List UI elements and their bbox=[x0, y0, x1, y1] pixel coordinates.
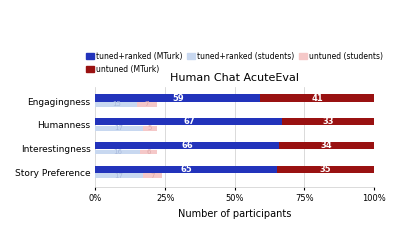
Bar bbox=[95, 173, 143, 178]
Legend: tuned+ranked (MTurk), untuned (MTurk), tuned+ranked (students), untuned (student: tuned+ranked (MTurk), untuned (MTurk), t… bbox=[83, 49, 386, 77]
Text: 17: 17 bbox=[115, 173, 124, 179]
Text: 7: 7 bbox=[150, 173, 155, 179]
Bar bbox=[279, 142, 374, 149]
Text: 17: 17 bbox=[115, 125, 124, 131]
Bar bbox=[260, 95, 374, 102]
Text: 34: 34 bbox=[321, 141, 332, 150]
Text: 7: 7 bbox=[145, 102, 149, 107]
Bar bbox=[140, 150, 157, 154]
Text: 33: 33 bbox=[322, 117, 334, 126]
Bar bbox=[277, 166, 374, 173]
Text: 65: 65 bbox=[180, 165, 192, 174]
Bar bbox=[95, 95, 260, 102]
Bar bbox=[143, 173, 162, 178]
Text: 35: 35 bbox=[320, 165, 331, 174]
Bar bbox=[95, 142, 279, 149]
Title: Human Chat AcuteEval: Human Chat AcuteEval bbox=[170, 73, 299, 83]
Text: 6: 6 bbox=[146, 149, 151, 155]
Bar bbox=[95, 166, 277, 173]
Text: 67: 67 bbox=[183, 117, 194, 126]
Bar bbox=[95, 102, 137, 107]
Bar bbox=[137, 102, 157, 107]
Text: 16: 16 bbox=[113, 149, 122, 155]
X-axis label: Number of participants: Number of participants bbox=[178, 209, 292, 219]
Bar bbox=[95, 150, 140, 154]
Text: 59: 59 bbox=[172, 94, 184, 102]
Bar bbox=[95, 118, 282, 125]
Bar bbox=[95, 126, 143, 131]
Text: 66: 66 bbox=[182, 141, 193, 150]
Text: 41: 41 bbox=[311, 94, 323, 102]
Bar bbox=[282, 118, 374, 125]
Text: 15: 15 bbox=[112, 102, 121, 107]
Bar bbox=[143, 126, 157, 131]
Text: 5: 5 bbox=[148, 125, 152, 131]
